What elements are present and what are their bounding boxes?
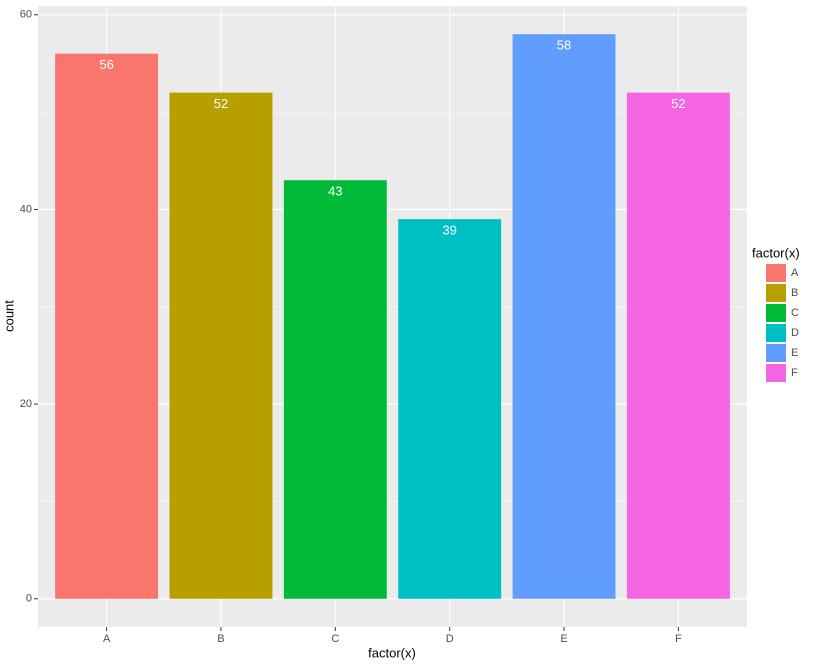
x-tick-label: A bbox=[103, 633, 111, 645]
y-tick-label: 40 bbox=[20, 203, 32, 215]
x-tick-label: C bbox=[331, 633, 339, 645]
bar bbox=[169, 92, 273, 599]
y-tick-label: 0 bbox=[26, 593, 32, 605]
legend-label: A bbox=[791, 267, 799, 279]
value-label: 58 bbox=[557, 38, 571, 53]
x-axis-label: factor(x) bbox=[368, 645, 416, 660]
legend-label: D bbox=[791, 327, 799, 339]
value-label: 52 bbox=[671, 96, 685, 111]
legend-key bbox=[766, 304, 786, 322]
x-tick-label: F bbox=[675, 633, 682, 645]
y-tick-label: 20 bbox=[20, 398, 32, 410]
value-label: 52 bbox=[214, 96, 228, 111]
legend-label: B bbox=[791, 287, 798, 299]
value-label: 43 bbox=[328, 184, 342, 199]
y-axis-label: count bbox=[1, 300, 16, 332]
value-label: 39 bbox=[442, 223, 456, 238]
legend-label: E bbox=[791, 347, 798, 359]
bar bbox=[283, 180, 387, 599]
legend-key bbox=[766, 364, 786, 382]
x-tick-label: D bbox=[446, 633, 454, 645]
legend-label: C bbox=[791, 307, 799, 319]
x-tick-label: B bbox=[217, 633, 224, 645]
x-tick-label: E bbox=[560, 633, 567, 645]
legend-key bbox=[766, 284, 786, 302]
bar bbox=[398, 219, 502, 599]
legend-key bbox=[766, 324, 786, 342]
bar bbox=[626, 92, 730, 599]
bar bbox=[55, 53, 159, 599]
value-label: 56 bbox=[99, 57, 113, 72]
legend-key bbox=[766, 264, 786, 282]
y-tick-label: 60 bbox=[20, 9, 32, 21]
legend-key bbox=[766, 344, 786, 362]
legend-label: F bbox=[791, 367, 798, 379]
legend-title: factor(x) bbox=[752, 245, 800, 260]
bar bbox=[512, 34, 616, 599]
